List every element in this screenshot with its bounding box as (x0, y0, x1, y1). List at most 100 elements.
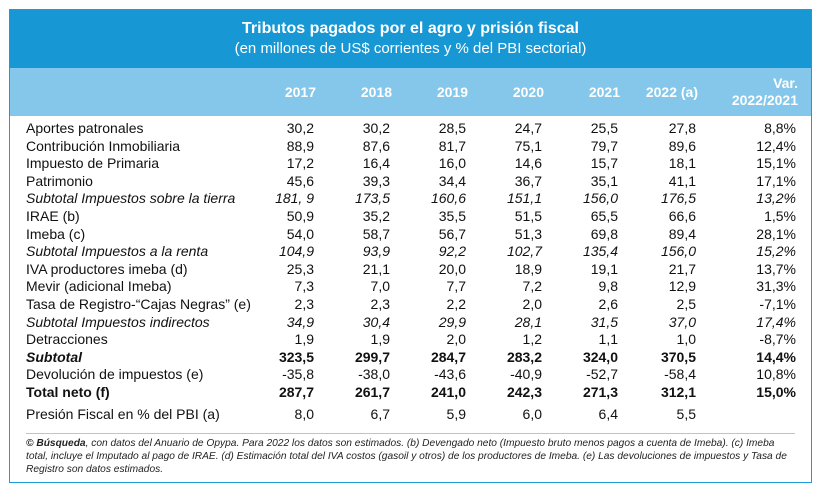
table-cell: 299,7 (354, 348, 390, 365)
row-label: Detracciones (26, 331, 108, 348)
row-label: IVA productores imeba (d) (26, 260, 188, 277)
table-cell: 93,9 (362, 243, 390, 260)
var-cell: 8,8% (764, 120, 796, 136)
table-cell: 58,7 (362, 225, 390, 242)
var-header-line: 2022/2021 (731, 92, 798, 108)
table-cell: 27,8 (668, 120, 696, 136)
table-cell: -43,6 (434, 366, 466, 383)
table-cell: 6,0 (522, 406, 542, 422)
column-header: 2018 (360, 84, 392, 100)
table-cell: 45,6 (286, 172, 314, 189)
table-cell: 5,5 (676, 406, 696, 422)
table-cell: 54,0 (286, 225, 314, 242)
table-row: Subtotal Impuestos a la renta 104,9 93,9 92… (10, 243, 811, 261)
table-row: Total neto (f) 287,7 261,7 241,0 242,3 271,3 3… (10, 384, 811, 402)
table-cell: 323,5 (278, 348, 314, 365)
table-cell: 2,3 (294, 296, 314, 312)
table-cell: 29,9 (438, 313, 466, 330)
table-cell: 88,9 (286, 137, 314, 154)
var-cell: 15,1% (756, 155, 796, 172)
row-label: Subtotal Impuestos a la renta (26, 243, 209, 260)
row-label: Devolución de impuestos (e) (26, 366, 204, 383)
table-cell: -58,4 (664, 366, 696, 383)
table-cell: 151,1 (506, 190, 542, 207)
table-cell: 75,1 (514, 137, 542, 154)
table-cell: 14,6 (514, 155, 542, 172)
table-cell: -52,7 (586, 366, 618, 383)
column-header: 2020 (512, 84, 544, 100)
table-cell: 1,9 (370, 331, 390, 348)
table-cell: 31,5 (590, 313, 618, 330)
var-cell: 15,2% (756, 243, 796, 260)
table-cell: 6,4 (598, 406, 618, 422)
table-row: Subtotal Impuestos indirectos 34,9 30,4 29,… (10, 314, 811, 332)
table-cell: 81,7 (438, 137, 466, 154)
table-row: IRAE (b) 50,9 35,2 35,5 51,5 65,5 66,6 1,5% (10, 208, 811, 226)
table-cell: 7,2 (522, 278, 542, 295)
table-cell: 1,9 (294, 331, 314, 348)
table-cell: 284,7 (430, 348, 466, 365)
table-cell: 37,0 (668, 313, 696, 330)
table-cell: 7,0 (370, 278, 390, 295)
var-cell: -7,1% (759, 296, 796, 312)
var-cell: 13,2% (756, 190, 796, 207)
table-row: Mevir (adicional Imeba) 7,3 7,0 7,7 7,2 9,8 12… (10, 278, 811, 296)
title-bar: Tributos pagados por el agro y prisión f… (10, 10, 811, 68)
table-cell: 2,0 (522, 296, 542, 312)
column-header: 2021 (588, 84, 620, 100)
row-label: Contribución Inmobiliaria (26, 137, 181, 154)
table-card: Tributos pagados por el agro y prisión f… (9, 9, 812, 483)
table-cell: 87,6 (362, 137, 390, 154)
var-cell: 10,8% (756, 366, 796, 383)
column-header: 2022 (a) (645, 84, 698, 100)
table-cell: -38,0 (358, 366, 390, 383)
table-row: IVA productores imeba (d) 25,3 21,1 20,0 18,… (10, 261, 811, 279)
row-label: Subtotal Impuestos indirectos (26, 313, 210, 330)
table-cell: 16,0 (438, 155, 466, 172)
footnote: © Búsqueda, con datos del Anuario de Opy… (26, 437, 797, 477)
table-cell: 35,1 (590, 172, 618, 189)
table-cell: 241,0 (430, 384, 466, 400)
var-cell: 28,1% (756, 225, 796, 242)
table-cell: 135,4 (582, 243, 618, 260)
table-cell: 89,6 (668, 137, 696, 154)
table-cell: 7,7 (446, 278, 466, 295)
var-column-header: Var. 2022/2021 (710, 68, 798, 116)
table-cell: 34,4 (438, 172, 466, 189)
table-cell: 1,1 (598, 331, 618, 348)
table-row: Imeba (c) 54,0 58,7 56,7 51,3 69,8 89,4 28,1% (10, 226, 811, 244)
table-cell: 2,2 (446, 296, 466, 312)
table-cell: 370,5 (660, 348, 696, 365)
table-cell: 102,7 (506, 243, 542, 260)
table-cell: 5,9 (446, 406, 466, 422)
table-row: Contribución Inmobiliaria 88,9 87,6 81,7 75,… (10, 138, 811, 156)
table-cell: 21,1 (362, 260, 390, 277)
var-cell: -8,7% (759, 331, 796, 348)
table-cell: 35,2 (362, 208, 390, 224)
table-cell: 65,5 (590, 208, 618, 224)
table-cell: 41,1 (668, 172, 696, 189)
table-cell: 160,6 (430, 190, 466, 207)
row-label: IRAE (b) (26, 208, 80, 224)
table-cell: 34,9 (286, 313, 314, 330)
table-cell: 8,0 (294, 406, 314, 422)
table-cell: 15,7 (590, 155, 618, 172)
table-cell: 312,1 (660, 384, 696, 400)
table-cell: 324,0 (582, 348, 618, 365)
table-cell: 287,7 (278, 384, 314, 400)
var-cell: 17,4% (756, 313, 796, 330)
table-cell: 56,7 (438, 225, 466, 242)
table-cell: 12,9 (668, 278, 696, 295)
footnote-source: © Búsqueda (26, 438, 86, 449)
table-row: Devolución de impuestos (e) -35,8 -38,0 -43… (10, 366, 811, 384)
table-cell: 2,6 (598, 296, 618, 312)
pressure-row: Presión Fiscal en % del PBI (a) 8,0 6,7 5,… (10, 406, 811, 424)
table-cell: 66,6 (668, 208, 696, 224)
table-cell: 16,4 (362, 155, 390, 172)
column-header: 2019 (436, 84, 468, 100)
table-cell: 24,7 (514, 120, 542, 136)
table-cell: 28,1 (514, 313, 542, 330)
table-cell: 6,7 (370, 406, 390, 422)
table-cell: 79,7 (590, 137, 618, 154)
var-cell: 31,3% (756, 278, 796, 295)
